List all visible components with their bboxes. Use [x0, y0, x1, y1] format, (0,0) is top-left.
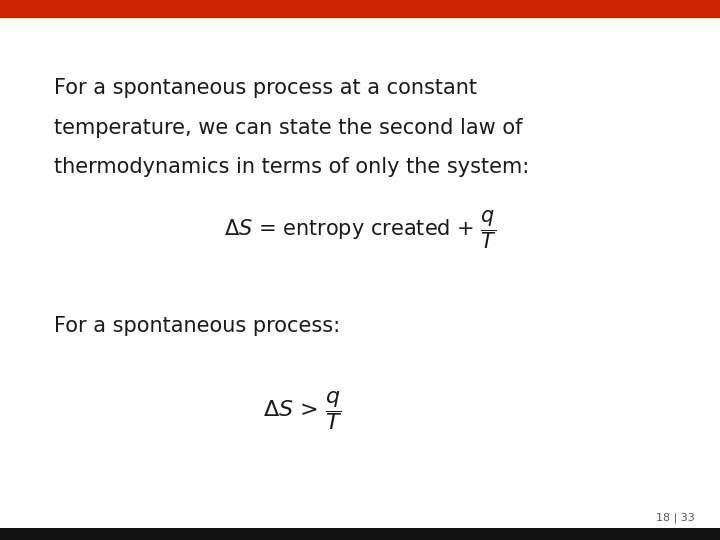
Text: 18 | 33: 18 | 33 [656, 512, 695, 523]
Text: temperature, we can state the second law of: temperature, we can state the second law… [54, 118, 523, 138]
Text: $\Delta S$ > $\dfrac{q}{T}$: $\Delta S$ > $\dfrac{q}{T}$ [263, 389, 342, 432]
Bar [0, 0, 720, 18]
Bar [0, 528, 720, 540]
Text: $\Delta S$ = entropy created + $\dfrac{q}{T}$: $\Delta S$ = entropy created + $\dfrac{q… [223, 208, 497, 251]
Text: For a spontaneous process at a constant: For a spontaneous process at a constant [54, 78, 477, 98]
Text: For a spontaneous process:: For a spontaneous process: [54, 316, 340, 336]
Text: thermodynamics in terms of only the system:: thermodynamics in terms of only the syst… [54, 157, 529, 177]
